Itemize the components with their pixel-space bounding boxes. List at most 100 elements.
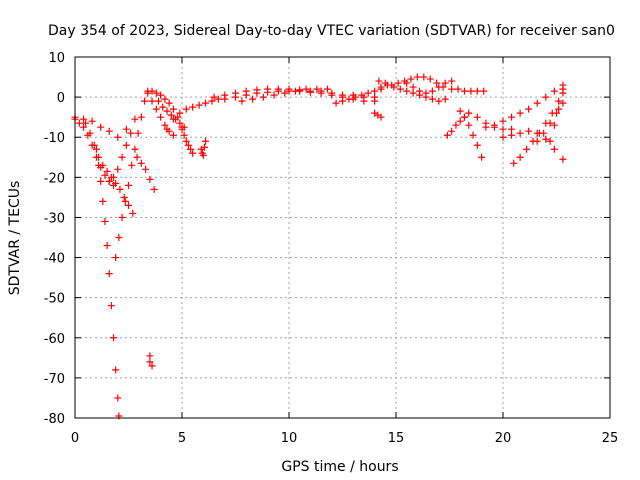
data-point	[324, 85, 332, 93]
data-point	[150, 185, 158, 193]
data-point	[122, 125, 130, 133]
data-point	[364, 89, 372, 97]
data-point	[159, 103, 167, 111]
data-point	[101, 171, 109, 179]
data-point	[467, 87, 475, 95]
data-point	[328, 91, 336, 99]
series-arc-12	[178, 125, 197, 157]
data-point	[306, 88, 314, 96]
data-point	[114, 133, 122, 141]
y-tick-label: -10	[44, 131, 65, 146]
data-point	[187, 145, 195, 153]
data-point	[131, 115, 139, 123]
data-point	[371, 97, 379, 105]
data-point	[407, 75, 415, 83]
data-point	[422, 89, 430, 97]
data-point	[214, 95, 222, 103]
y-tick-label: -40	[44, 252, 65, 267]
data-point	[116, 185, 124, 193]
data-point	[141, 97, 149, 105]
plot-frame	[74, 56, 611, 419]
series-arc-25	[465, 109, 516, 133]
y-tick-label: -20	[44, 171, 65, 186]
data-point	[482, 123, 490, 131]
data-point	[133, 153, 141, 161]
data-point	[390, 83, 398, 91]
y-tick-label: -60	[44, 332, 65, 347]
data-point	[516, 129, 524, 137]
data-point	[107, 302, 115, 310]
data-point	[559, 155, 567, 163]
y-tick-label: 0	[57, 91, 65, 106]
data-point	[508, 113, 516, 121]
series-arc-9	[148, 97, 177, 139]
data-point	[302, 85, 310, 93]
series-arc-24	[456, 107, 486, 161]
data-point	[128, 161, 136, 169]
data-point	[105, 127, 113, 135]
data-point	[95, 161, 103, 169]
data-point	[433, 79, 441, 87]
data-point	[189, 103, 197, 111]
data-point	[358, 91, 366, 99]
data-point	[274, 87, 282, 95]
series-arc-30	[533, 99, 567, 145]
data-point	[259, 93, 267, 101]
data-point	[200, 143, 208, 151]
data-point	[97, 177, 105, 185]
data-point	[157, 91, 165, 99]
data-point	[125, 181, 132, 189]
data-point	[281, 89, 289, 97]
data-point	[148, 97, 156, 105]
data-point	[163, 107, 171, 115]
data-point	[456, 107, 464, 115]
data-point	[249, 95, 257, 103]
data-point	[75, 119, 83, 127]
data-point	[146, 358, 154, 366]
data-point	[178, 125, 186, 133]
series-arc-22	[448, 85, 488, 95]
data-point	[101, 217, 109, 225]
data-point	[112, 366, 120, 374]
data-point	[409, 83, 417, 91]
series-arc-5	[112, 89, 152, 262]
data-point	[499, 133, 507, 141]
data-point	[546, 137, 554, 145]
data-point	[112, 179, 120, 187]
data-point	[238, 97, 246, 105]
data-point	[167, 111, 175, 119]
data-point	[499, 117, 507, 125]
data-point	[550, 121, 558, 129]
x-tick-label: 20	[495, 431, 512, 446]
data-point	[542, 135, 550, 143]
data-point	[478, 153, 486, 161]
data-point	[416, 87, 424, 95]
x-tick-label: 10	[281, 431, 298, 446]
data-point	[550, 87, 558, 95]
data-point	[317, 89, 325, 97]
series-arc-11	[163, 95, 222, 133]
series-arc-27	[499, 127, 567, 163]
data-point	[137, 159, 145, 167]
data-point	[131, 145, 139, 153]
data-point	[426, 75, 434, 83]
data-point	[473, 113, 481, 121]
data-point	[435, 97, 443, 105]
data-point	[95, 153, 103, 161]
data-point	[396, 85, 404, 93]
data-point	[525, 105, 533, 113]
y-tick-label: -50	[44, 292, 65, 307]
data-point	[202, 99, 210, 107]
data-point	[105, 270, 113, 278]
data-point	[448, 77, 456, 85]
data-point	[510, 159, 518, 167]
data-point	[448, 127, 456, 135]
data-point	[114, 165, 122, 173]
series-arc-15	[221, 87, 379, 105]
data-point	[465, 109, 473, 117]
data-point	[409, 89, 417, 97]
data-point	[176, 109, 184, 117]
series-arc-17	[332, 85, 385, 107]
y-tick-label: 10	[48, 51, 65, 66]
